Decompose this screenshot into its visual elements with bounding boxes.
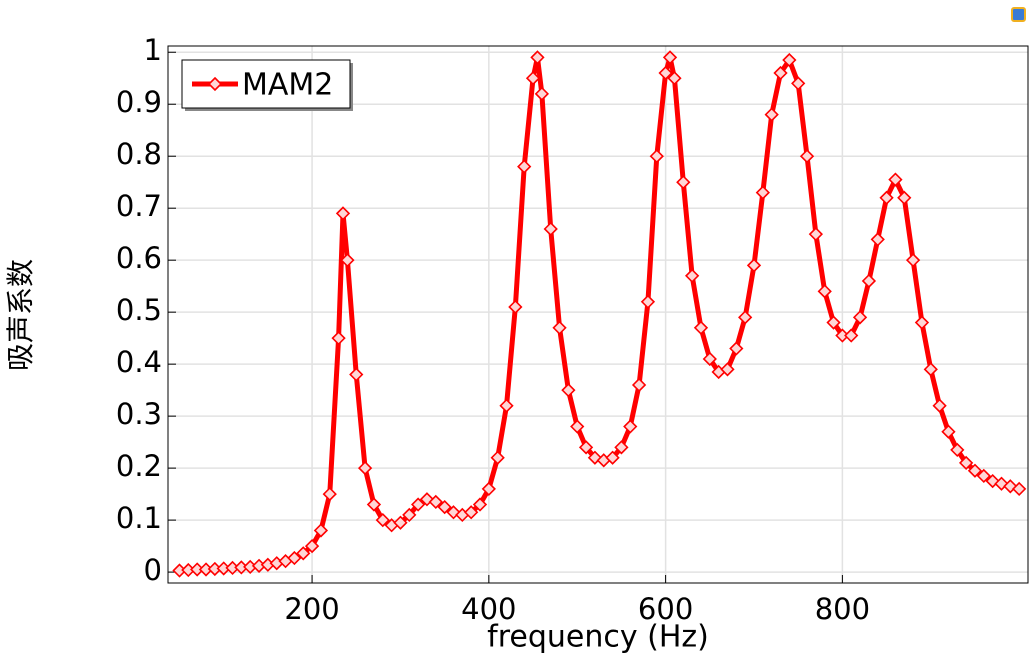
data-point: [844, 328, 859, 343]
data-point: [464, 505, 479, 520]
data-point: [340, 253, 355, 268]
data-point: [958, 455, 974, 471]
data-point: [525, 71, 541, 86]
data-point: [578, 440, 594, 455]
x-tick-label: 800: [815, 592, 870, 626]
data-point: [914, 315, 930, 330]
data-point: [764, 107, 779, 122]
data-point: [861, 273, 877, 289]
data-point: [782, 52, 797, 68]
data-point: [481, 481, 496, 497]
data-point: [543, 221, 558, 237]
data-point: [570, 419, 585, 434]
data-point: [817, 284, 832, 299]
y-tick-label: 0.1: [116, 501, 162, 535]
data-point: [472, 497, 488, 512]
data-point: [322, 486, 337, 502]
data-point: [773, 65, 788, 81]
data-point: [888, 172, 903, 187]
data-point: [1012, 481, 1027, 497]
data-point: [649, 149, 664, 164]
y-axis-label: 吸声系数: [4, 259, 37, 371]
data-point: [923, 362, 938, 377]
data-point: [729, 341, 744, 356]
data-point: [313, 523, 329, 538]
data-point: [662, 50, 678, 65]
legend-label: MAM2: [242, 68, 333, 103]
data-point: [375, 512, 390, 528]
x-tick-label: 200: [284, 592, 339, 626]
app-icon: [1011, 7, 1026, 22]
data-point: [693, 320, 709, 335]
data-point: [402, 507, 417, 523]
y-tick-label: 1: [144, 33, 162, 67]
data-point: [304, 538, 320, 554]
data-point: [685, 268, 700, 283]
data-point: [746, 258, 762, 273]
data-point: [335, 206, 351, 221]
data-point: [614, 440, 629, 455]
data-point: [755, 185, 770, 200]
data-point: [530, 50, 545, 65]
data-point: [870, 232, 885, 247]
legend-marker: [207, 76, 223, 92]
data-point: [411, 497, 426, 512]
data-point: [331, 331, 346, 346]
data-point: [658, 65, 673, 81]
data-point: [499, 398, 514, 413]
data-point: [296, 546, 311, 561]
data-point: [826, 315, 841, 330]
data-point: [640, 294, 656, 309]
data-point: [357, 460, 373, 476]
y-tick-label: 0.7: [116, 189, 162, 223]
data-point: [490, 450, 505, 465]
data-line: [179, 54, 1020, 574]
data-point: [702, 351, 717, 367]
y-tick-label: 0.4: [116, 345, 162, 379]
data-point: [941, 424, 956, 439]
x-axis-label: frequency (Hz): [487, 620, 709, 655]
x-tick-label: 400: [461, 592, 516, 626]
data-point: [808, 227, 824, 242]
data-point: [791, 76, 806, 91]
data-point: [967, 463, 983, 478]
data-point: [879, 190, 894, 205]
data-point: [428, 494, 443, 510]
data-point: [534, 86, 550, 101]
data-point: [631, 377, 647, 393]
data-point: [676, 175, 691, 190]
data-point: [605, 450, 620, 465]
data-point: [799, 149, 815, 164]
y-tick-label: 0.6: [116, 241, 162, 275]
y-tick-label: 0.5: [116, 293, 162, 327]
data-point: [508, 299, 523, 315]
data-point: [667, 71, 682, 86]
y-tick-label: 0.8: [116, 137, 162, 171]
data-point: [950, 442, 965, 458]
data-point: [720, 362, 735, 377]
data-point: [976, 468, 991, 484]
data-point: [905, 253, 921, 268]
y-tick-label: 0.3: [116, 397, 162, 431]
data-point: [287, 550, 302, 566]
y-tick-label: 0.2: [116, 449, 162, 483]
data-point: [561, 383, 576, 398]
data-point: [738, 310, 753, 325]
y-tick-label: 0.9: [116, 85, 162, 119]
data-point: [437, 499, 452, 515]
data-point: [393, 515, 408, 530]
data-point: [897, 190, 912, 205]
data-point: [932, 398, 947, 413]
data-point: [517, 159, 532, 174]
data-point: [366, 497, 382, 512]
data-point: [623, 419, 638, 434]
y-tick-label: 0: [144, 553, 162, 587]
plot-frame: [167, 45, 1029, 584]
data-point: [349, 367, 364, 382]
data-point: [552, 320, 567, 335]
data-point: [852, 310, 868, 325]
x-tick-label: 600: [638, 592, 693, 626]
